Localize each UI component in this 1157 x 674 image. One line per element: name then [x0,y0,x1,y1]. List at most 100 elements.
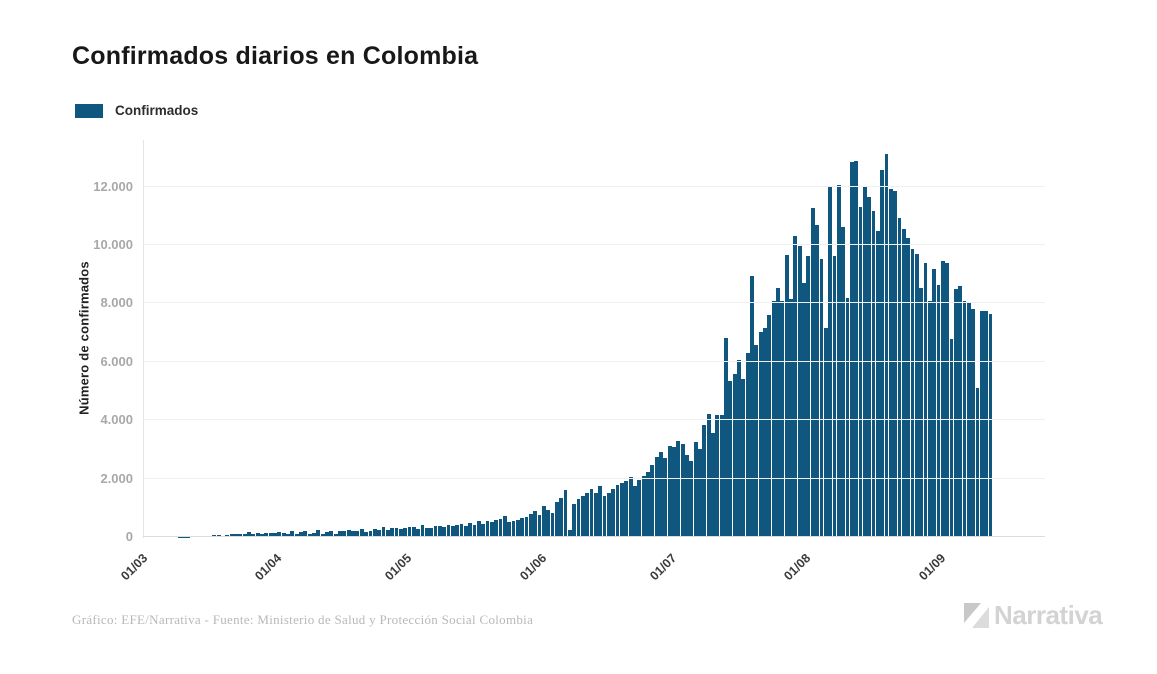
bar [325,532,329,537]
bar [884,154,889,537]
bar [511,521,516,537]
bar [893,191,898,537]
bar [364,531,368,537]
bar [572,504,577,537]
bar [854,161,858,537]
bar [702,425,707,537]
bar [797,246,802,537]
legend: Confirmados [75,103,198,118]
source-credit: Gráfico: EFE/Narrativa - Fuente: Ministe… [72,612,534,627]
bar [888,188,893,537]
bar [381,527,386,537]
bar [880,170,885,537]
bar [533,510,538,537]
bar [290,531,295,537]
bar [342,530,347,537]
bar [238,533,243,537]
bar [450,526,455,537]
bar [234,534,238,537]
bar [247,532,251,537]
bar [802,283,806,537]
bar [268,533,273,537]
bar [563,490,568,537]
bar [420,524,425,537]
bar [728,380,733,537]
bar [819,259,824,537]
bar [780,300,785,537]
bar [507,521,512,537]
bar [685,455,689,537]
bar [372,528,377,537]
bar [481,524,486,537]
bar [377,530,381,537]
x-tick-label: 01/08 [781,551,814,584]
bar [910,249,915,537]
bar [494,520,499,537]
bar [767,315,772,537]
bar [628,477,633,537]
bar [437,526,442,537]
bar [329,531,334,537]
bar [906,238,911,537]
bar [745,353,750,537]
bar [711,432,715,537]
bar [923,262,928,537]
bar [281,533,286,537]
x-tick-label: 01/03 [118,551,151,584]
gridline [143,360,1045,362]
legend-swatch [75,103,103,118]
bar [446,524,451,537]
bar [949,338,954,537]
bar [585,492,590,537]
gridline [143,185,1045,187]
bar [546,510,551,537]
bar [858,207,863,537]
y-tick-label: 12.000 [93,178,133,194]
bar [914,254,919,537]
bar [776,287,780,537]
bar [984,310,989,537]
bar [303,531,308,537]
bar [758,331,763,537]
bar [845,297,850,537]
bar [975,387,980,537]
bar [520,518,525,537]
bar [832,256,837,537]
bar [580,496,585,537]
bar [849,162,854,537]
bar [659,452,663,537]
bar [732,373,737,537]
bar [312,533,316,537]
bar [810,208,815,537]
bar [689,460,694,537]
bar [260,533,264,537]
bar [936,284,941,537]
bar [411,527,416,537]
bar [294,533,299,537]
bar [528,513,533,537]
bar [953,289,958,537]
x-tick-label: 01/09 [916,551,949,584]
bar [680,444,685,537]
bar [286,533,290,537]
bar [693,442,698,537]
bar [225,534,230,537]
bar [264,532,269,537]
legend-label: Confirmados [115,103,199,118]
bar [398,529,403,537]
gridline [143,302,1045,304]
bar [615,485,620,537]
bar [663,457,668,537]
bar [442,526,447,537]
bar [815,224,819,537]
bar [251,533,256,537]
bar [394,528,399,537]
bar [472,524,477,537]
bar [433,525,438,537]
bar [927,300,932,537]
bar [611,488,616,537]
bar [550,512,555,537]
bar [871,211,876,537]
bar [940,261,945,537]
bar [459,523,464,537]
